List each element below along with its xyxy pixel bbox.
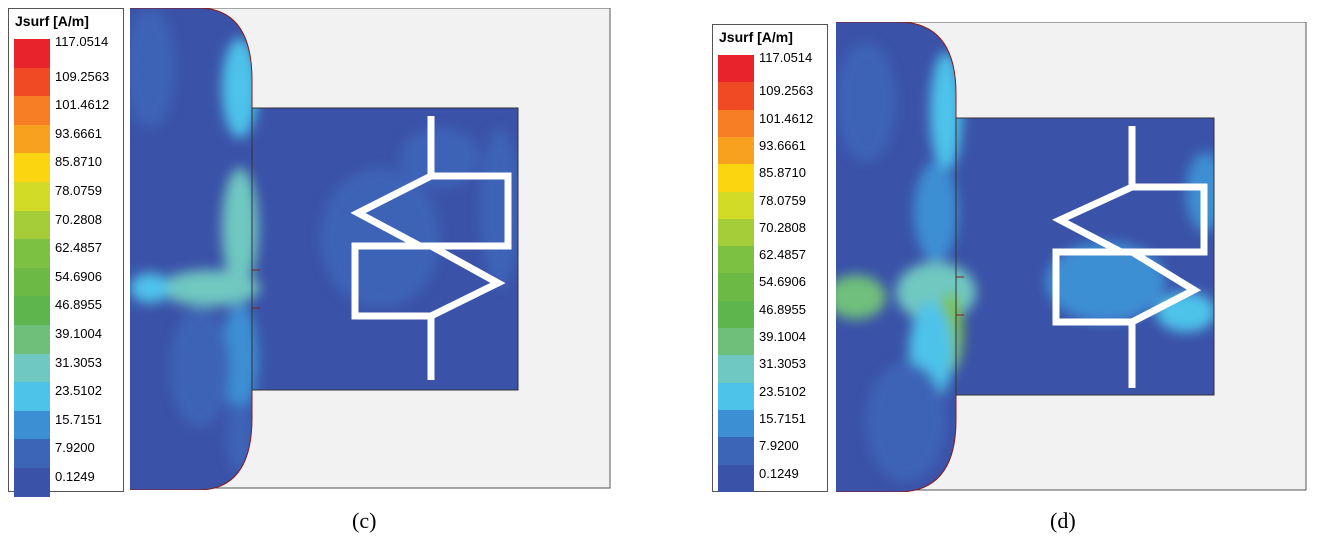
legend-tick-label: 93.6661 [759, 137, 806, 153]
legend-swatch [718, 246, 754, 274]
legend-swatch [718, 191, 754, 220]
legend-tick-label: 109.2563 [55, 68, 110, 84]
legend-title: Jsurf [A/m] [15, 13, 89, 29]
legend-swatch [718, 136, 754, 165]
legend-tick-label: 31.3053 [55, 354, 102, 370]
legend-swatch [14, 410, 50, 440]
legend-tick-label: 0.1249 [55, 469, 95, 484]
legend-tick-label: 85.8710 [759, 165, 806, 181]
figure-caption: (d) [1050, 508, 1076, 533]
legend-swatch [14, 325, 50, 355]
legend-tick-label: 101.4612 [55, 97, 110, 113]
legend-tick-label: 78.0759 [759, 192, 806, 208]
legend-swatch [718, 437, 754, 465]
panel-d: Jsurf [A/m] 117.0514 109.2563 101.4612 93.6… [700, 0, 1320, 546]
legend-swatch [718, 328, 754, 356]
legend-tick-label: 23.5102 [55, 383, 102, 399]
current-density-plot [130, 8, 611, 490]
legend-tick-label: 39.1004 [55, 326, 102, 341]
legend-swatch [14, 239, 50, 269]
legend-swatch [14, 153, 50, 183]
legend-swatch [14, 296, 50, 326]
legend-title: Jsurf [A/m] [719, 29, 793, 45]
colorbar-legend: Jsurf [A/m] 117.0514 109.2563 101.4612 93.6… [8, 8, 124, 498]
legend-tick-label: 85.8710 [55, 154, 102, 170]
current-density-plot [836, 22, 1307, 492]
legend-tick-label: 62.4857 [55, 240, 102, 256]
legend-tick-label: 117.0514 [55, 34, 109, 49]
legend-swatch [718, 55, 754, 83]
legend-tick-label: 23.5102 [759, 383, 806, 399]
resonator-slot [1052, 126, 1208, 388]
legend-swatch [14, 267, 50, 297]
legend-swatch [14, 182, 50, 212]
legend-tick-label: 78.0759 [55, 183, 102, 198]
legend-tick-label: 46.8955 [55, 297, 102, 313]
legend-swatch [718, 464, 754, 493]
legend-tick-label: 46.8955 [759, 301, 806, 317]
legend-swatch [14, 124, 50, 154]
legend-swatch [718, 409, 754, 438]
legend-tick-label: 15.7151 [55, 411, 102, 427]
legend-tick-label: 54.6906 [55, 268, 102, 284]
legend-tick-label: 31.3053 [759, 356, 806, 372]
legend-tick-label: 7.9200 [55, 440, 95, 456]
legend-tick-label: 54.6906 [759, 274, 806, 290]
colorbar-legend: Jsurf [A/m] 117.0514 109.2563 101.4612 93.6… [712, 24, 828, 493]
legend-tick-label: 62.4857 [759, 247, 806, 263]
legend-swatch [718, 82, 754, 111]
legend-tick-label: 70.2808 [55, 211, 102, 227]
legend-tick-label: 109.2563 [759, 83, 814, 99]
figure-caption: (c) [352, 508, 377, 533]
legend-swatch [14, 468, 50, 498]
legend-swatch [14, 96, 50, 126]
legend-swatch [718, 164, 754, 192]
legend-tick-label: 15.7151 [759, 410, 806, 426]
legend-swatch [718, 109, 754, 138]
legend-swatch [14, 67, 50, 97]
legend-swatch [14, 210, 50, 240]
legend-tick-label: 101.4612 [759, 110, 814, 126]
legend-swatch [14, 382, 50, 412]
legend-tick-label: 93.6661 [55, 125, 102, 141]
resonator-slot [350, 116, 512, 380]
legend-swatch [14, 39, 50, 69]
legend-swatch [718, 273, 754, 302]
legend-swatch [718, 382, 754, 411]
legend-swatch [718, 355, 754, 384]
legend-tick-label: 39.1004 [759, 329, 806, 344]
legend-swatch [14, 353, 50, 383]
legend-swatch [14, 439, 50, 469]
legend-swatch [718, 300, 754, 329]
legend-swatch [718, 218, 754, 247]
legend-tick-label: 0.1249 [759, 465, 799, 481]
legend-tick-label: 117.0514 [759, 50, 813, 65]
panel-c: Jsurf [A/m] 117.0514 109.2563 101.4612 93.6… [0, 0, 640, 546]
legend-tick-label: 7.9200 [759, 438, 799, 454]
legend-tick-label: 70.2808 [759, 219, 806, 235]
